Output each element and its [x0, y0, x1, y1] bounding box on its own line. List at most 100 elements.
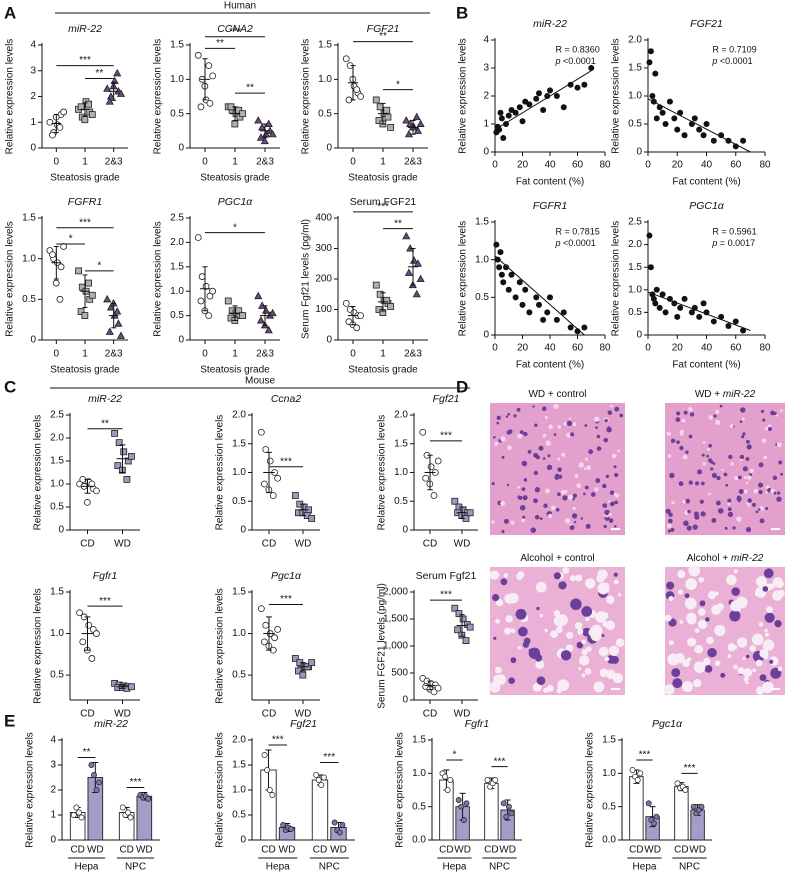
nucleus: [522, 515, 526, 519]
y-tick-label: 0.5: [232, 810, 246, 821]
nucleus: [727, 507, 732, 512]
nucleus: [594, 487, 599, 492]
data-point: [113, 68, 122, 77]
x-tick-label: NPC: [125, 862, 146, 873]
data-point: [197, 103, 205, 111]
nucleus: [602, 503, 608, 508]
lipid-droplet: [546, 684, 554, 692]
data-point: [560, 309, 567, 316]
data-point: [262, 621, 270, 629]
lipid-droplet: [775, 579, 784, 589]
nucleus: [505, 415, 509, 418]
nucleus: [715, 419, 721, 425]
data-point: [336, 829, 343, 836]
nucleus: [521, 460, 528, 467]
nucleus: [543, 503, 548, 509]
y-tick-label: 4: [483, 35, 489, 46]
nucleus: [780, 472, 783, 476]
p-symbol: p: [555, 56, 561, 66]
lipid-droplet: [749, 645, 756, 652]
data-point: [103, 294, 112, 303]
nucleus: [513, 414, 517, 418]
x-tick-label: 40: [701, 160, 713, 171]
data-point: [105, 327, 114, 335]
nucleus: [692, 524, 698, 530]
nucleus: [595, 478, 601, 483]
lipid-droplet: [577, 628, 584, 635]
lipid-droplet: [517, 645, 522, 650]
y-tick-label: 4: [50, 735, 56, 746]
nucleus: [708, 492, 711, 496]
nucleus: [694, 481, 700, 486]
data-point: [78, 814, 85, 821]
nucleus: [595, 426, 598, 429]
lipid-droplet: [681, 681, 694, 693]
data-point: [497, 249, 504, 256]
nucleus: [727, 502, 731, 506]
nucleus: [584, 485, 589, 490]
significance-label: *: [97, 261, 101, 272]
nucleus: [560, 490, 566, 495]
lipid-droplet: [570, 598, 582, 611]
nucleus: [773, 491, 777, 495]
nucleus: [745, 527, 752, 533]
data-point: [269, 792, 276, 798]
lipid-droplet: [745, 681, 749, 685]
data-point: [484, 777, 491, 783]
data-point: [260, 136, 269, 145]
x-tick-label: 2&3: [105, 157, 123, 168]
nucleus: [494, 441, 499, 446]
nucleus: [532, 405, 535, 408]
y-tick-label: 0.5: [412, 801, 426, 812]
significance-label: ***: [440, 431, 452, 442]
data-point: [512, 294, 519, 301]
data-point: [674, 780, 681, 787]
lipid-droplet: [562, 566, 570, 574]
data-point: [442, 773, 449, 780]
lipid-droplet: [557, 679, 570, 691]
x-tick-label: WD: [295, 709, 312, 720]
x-tick-label: Hepa: [633, 862, 657, 873]
nucleus: [523, 478, 528, 482]
lipid-droplet: [544, 628, 548, 633]
lipid-droplet: [500, 578, 508, 586]
chart-title: miR-22: [94, 718, 128, 730]
y-tick-label: 2.5: [50, 410, 64, 421]
data-point: [696, 126, 703, 133]
lipid-droplet: [600, 611, 609, 620]
data-point: [522, 286, 529, 293]
data-point: [123, 475, 131, 483]
caption-text: WD +: [695, 389, 723, 400]
lipid-droplet: [536, 606, 540, 611]
lipid-droplet: [495, 674, 507, 685]
x-tick-label: Hepa: [75, 862, 99, 873]
data-point: [264, 325, 273, 334]
data-point: [383, 106, 391, 114]
data-point: [261, 752, 268, 758]
nucleus: [669, 472, 675, 479]
nucleus: [562, 495, 568, 501]
nucleus: [713, 414, 717, 418]
nucleus: [506, 483, 510, 487]
data-point: [357, 312, 365, 320]
data-point: [60, 108, 68, 116]
data-point: [81, 312, 89, 320]
y-tick-label: 3: [30, 65, 36, 76]
lipid-droplet: [684, 593, 690, 599]
data-point: [103, 84, 112, 92]
lipid-droplet: [742, 656, 746, 660]
y-axis-label: Relative expression levels: [301, 39, 312, 155]
stat-r: R = 0.5961: [712, 226, 756, 236]
lipid-droplet: [489, 681, 501, 693]
nucleus: [758, 508, 761, 511]
nucleus: [553, 403, 559, 410]
significance-label: ***: [280, 594, 292, 605]
y-tick-label: 2.0: [628, 239, 642, 250]
nucleus: [503, 518, 509, 524]
bar: [136, 795, 153, 841]
nucleus: [745, 457, 750, 462]
nucleus: [770, 410, 775, 416]
x-tick-label: CD: [262, 539, 276, 550]
chart-title: Ccna2: [271, 393, 302, 405]
x-tick-label: 60: [572, 343, 584, 354]
